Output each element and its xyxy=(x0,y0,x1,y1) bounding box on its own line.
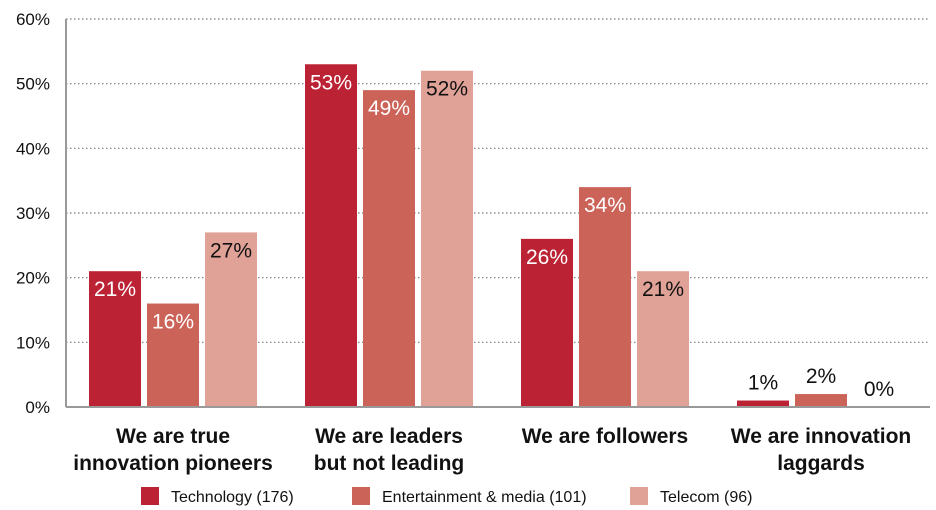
bar xyxy=(305,64,357,408)
data-label: 0% xyxy=(864,378,894,401)
y-axis-ticks: 0% 10% 20% 30% 40% 50% 60% xyxy=(16,10,50,417)
gridlines xyxy=(66,18,930,343)
y-tick-label: 40% xyxy=(16,139,50,158)
bar xyxy=(637,271,689,407)
data-label: 52% xyxy=(426,78,468,101)
y-tick-label: 60% xyxy=(16,10,50,29)
data-labels: 21% 16% 27% 53% 49% 52% 26% 34% 21% 1% 2% 0% xyxy=(94,71,894,401)
legend-label: Technology (176) xyxy=(171,489,294,506)
category-label: but not leading xyxy=(314,452,464,475)
bar xyxy=(795,394,847,407)
bar xyxy=(205,232,257,407)
bar xyxy=(521,238,573,407)
y-tick-label: 0% xyxy=(25,398,50,417)
data-label: 27% xyxy=(210,239,252,262)
data-label: 49% xyxy=(368,97,410,120)
legend-label: Entertainment & media (101) xyxy=(382,489,587,506)
category-label: innovation pioneers xyxy=(73,452,273,475)
bar xyxy=(421,70,473,407)
data-label: 1% xyxy=(748,372,778,395)
bar xyxy=(363,90,415,407)
bar xyxy=(147,303,199,407)
category-labels: We are true innovation pioneers We are lea… xyxy=(73,425,911,475)
legend-swatch xyxy=(630,487,648,505)
category-label: We are innovation xyxy=(731,425,911,448)
data-label: 2% xyxy=(806,365,836,388)
bar xyxy=(737,400,789,407)
data-label: 26% xyxy=(526,246,568,269)
bar xyxy=(89,271,141,407)
y-tick-label: 50% xyxy=(16,75,50,94)
y-tick-label: 20% xyxy=(16,269,50,288)
bar xyxy=(579,187,631,407)
data-label: 16% xyxy=(152,311,194,334)
y-tick-label: 30% xyxy=(16,204,50,223)
bars xyxy=(89,64,847,408)
data-label: 21% xyxy=(642,278,684,301)
legend-swatch xyxy=(352,487,370,505)
data-label: 53% xyxy=(310,71,352,94)
legend: Technology (176) Entertainment & media (1… xyxy=(141,487,752,506)
category-label: laggards xyxy=(777,452,865,475)
category-label: We are followers xyxy=(522,425,689,448)
y-tick-label: 10% xyxy=(16,333,50,352)
data-label: 21% xyxy=(94,278,136,301)
data-label: 34% xyxy=(584,194,626,217)
legend-swatch xyxy=(141,487,159,505)
category-label: We are leaders xyxy=(315,425,463,448)
legend-label: Telecom (96) xyxy=(660,489,752,506)
category-label: We are true xyxy=(116,425,230,448)
